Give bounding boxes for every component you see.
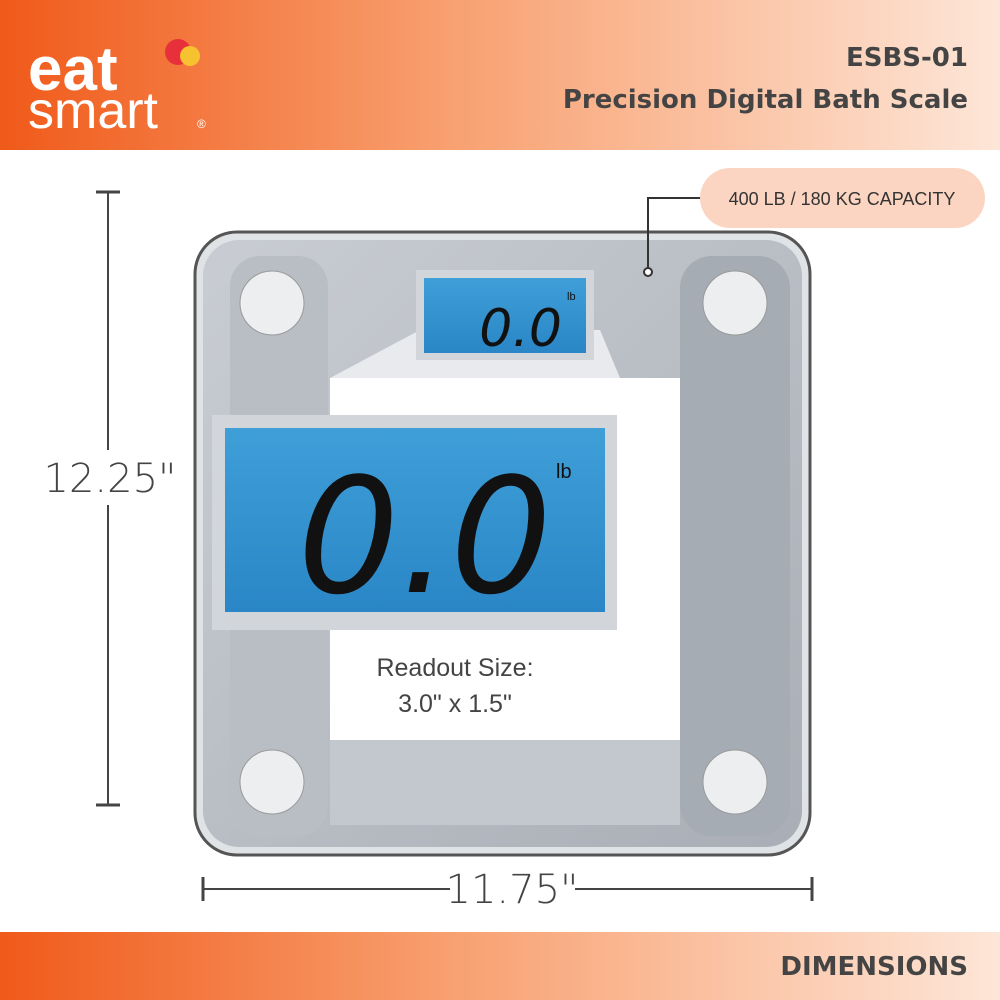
bottom-bar <box>330 740 680 825</box>
header-band <box>0 0 1000 150</box>
callout-dot <box>643 267 653 277</box>
callout-leader <box>647 197 705 272</box>
footer-band <box>0 932 1000 1000</box>
large-unit: lb <box>556 461 572 483</box>
readout-label: Readout Size: <box>376 654 533 682</box>
footer-label: DIMENSIONS <box>780 952 968 982</box>
logo-mark: ® <box>197 117 206 131</box>
foot <box>702 749 768 815</box>
small-lcd <box>424 278 586 353</box>
callout-bg <box>700 168 985 228</box>
large-reading: 0.0 <box>298 443 552 630</box>
small-unit: lb <box>567 291 576 303</box>
logo-line1: eat <box>28 35 118 104</box>
width-label: 11.75" <box>446 867 579 913</box>
height-label: 12.25" <box>44 456 177 502</box>
logo-line2: smart <box>28 82 159 140</box>
model: ESBS-01 <box>846 43 968 73</box>
foot <box>239 270 305 336</box>
product-title: Precision Digital Bath Scale <box>563 85 968 115</box>
readout-size: 3.0" x 1.5" <box>398 690 512 718</box>
right-rail <box>680 256 790 836</box>
small-reading: 0.0 <box>479 299 562 359</box>
capacity: 400 LB / 180 KG CAPACITY <box>729 189 956 209</box>
foot <box>702 270 768 336</box>
logo-fruit <box>180 46 200 66</box>
large-lcd <box>225 428 605 612</box>
foot <box>239 749 305 815</box>
label-bg <box>55 450 165 505</box>
label-bg <box>450 865 575 915</box>
